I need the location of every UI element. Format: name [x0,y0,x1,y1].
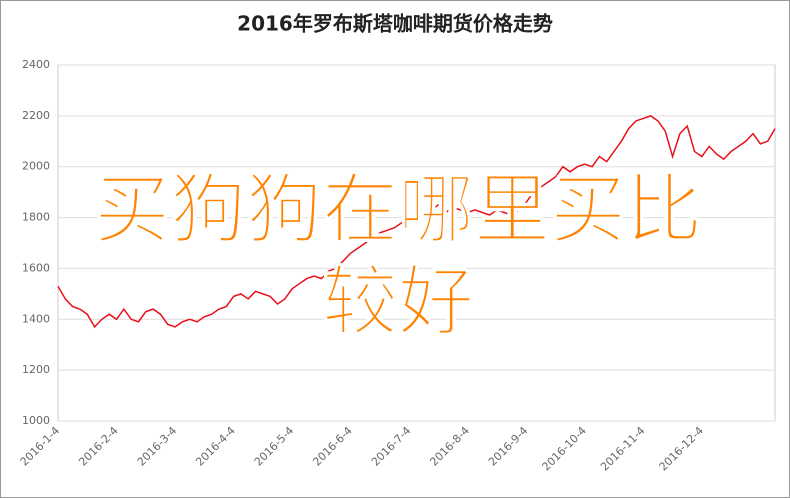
y-tick-label: 1600 [22,261,50,274]
y-tick-label: 2000 [22,160,50,173]
y-tick-label: 1400 [22,312,50,325]
line [57,115,776,329]
y-tick-label: 1200 [22,363,50,376]
y-tick-label: 2400 [22,58,50,71]
y-tick-label: 1000 [22,414,50,427]
chart-title: 2016年罗布斯塔咖啡期货价格走势 [237,12,553,36]
plot-area [57,64,776,422]
y-tick-label: 2200 [22,109,50,122]
y-tick-label: 1800 [22,211,50,224]
overlay-text: 买狗狗在哪里买比 [94,165,702,254]
overlay-text: 较好 [322,257,474,346]
